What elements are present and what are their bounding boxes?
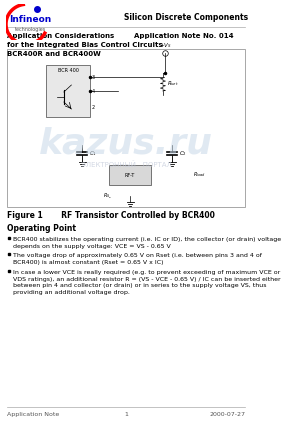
Text: +$V_S$: +$V_S$	[159, 41, 172, 50]
Text: $C_1$: $C_1$	[89, 150, 97, 159]
Text: BCR400 stabilizes the operating current (i.e. IC or ID), the collector (or drain: BCR400 stabilizes the operating current …	[14, 237, 282, 249]
Text: In case a lower VCE is really required (e.g. to prevent exceeding of maximum VCE: In case a lower VCE is really required (…	[14, 270, 281, 295]
Text: Application Note No. 014: Application Note No. 014	[134, 33, 234, 39]
Text: Application Note: Application Note	[7, 412, 59, 417]
Text: RF-T: RF-T	[125, 173, 135, 178]
Text: $R_{S_B}$: $R_{S_B}$	[103, 191, 112, 201]
Text: 1: 1	[124, 412, 128, 417]
Text: 3: 3	[92, 74, 95, 79]
Text: Application Considerations
for the Integrated Bias Control Circuits
BCR400R and : Application Considerations for the Integ…	[7, 33, 163, 57]
Text: Silicon Discrete Components: Silicon Discrete Components	[124, 13, 248, 22]
Text: ЭЛЕКТРОННЫЙ   ПОРТАЛ: ЭЛЕКТРОННЫЙ ПОРТАЛ	[81, 162, 171, 168]
Text: Infineon: Infineon	[9, 15, 51, 24]
Text: $R_{set}$: $R_{set}$	[167, 79, 179, 88]
Text: BCR 400: BCR 400	[58, 68, 79, 73]
Text: $C_2$: $C_2$	[179, 150, 187, 159]
Text: Figure 1       RF Transistor Controlled by BCR400: Figure 1 RF Transistor Controlled by BCR…	[7, 211, 214, 220]
Text: The voltage drop of approximately 0.65 V on Rset (i.e. between pins 3 and 4 of
B: The voltage drop of approximately 0.65 V…	[14, 253, 262, 265]
Bar	[46, 65, 90, 117]
FancyBboxPatch shape	[7, 49, 245, 207]
Text: 2: 2	[92, 105, 95, 110]
Text: 2000-07-27: 2000-07-27	[209, 412, 245, 417]
Text: technologies: technologies	[15, 27, 46, 32]
Text: Operating Point: Operating Point	[7, 224, 76, 233]
Text: 4: 4	[92, 88, 95, 94]
Text: kazus.ru: kazus.ru	[39, 126, 213, 160]
Text: $R_{load}$: $R_{load}$	[193, 170, 206, 179]
Bar	[109, 165, 151, 185]
